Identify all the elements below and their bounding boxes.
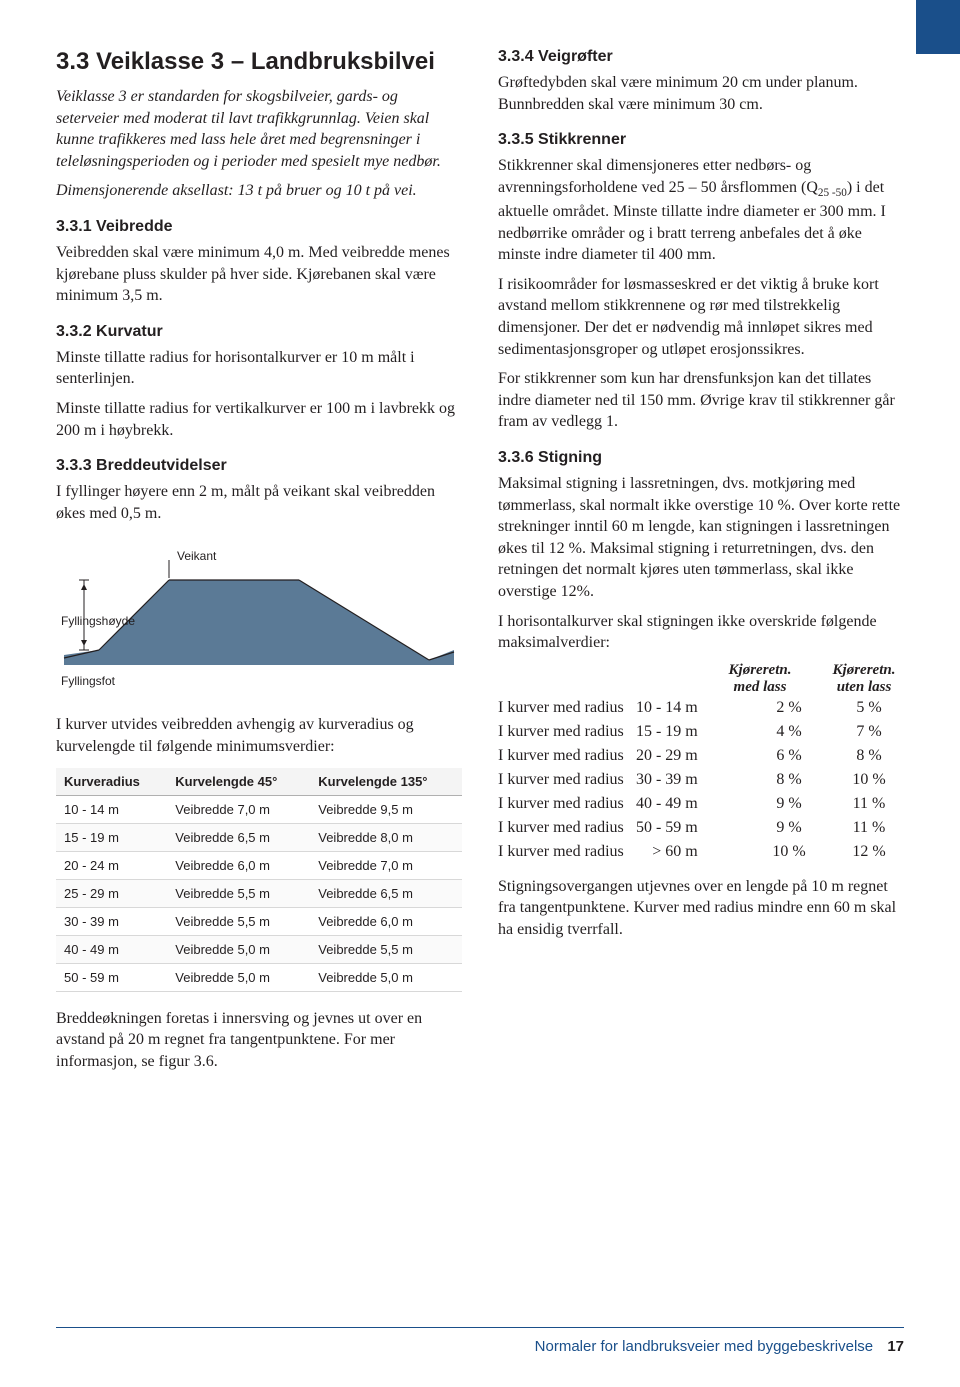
intro-paragraph: Veiklasse 3 er standarden for skogsbilve… [56,86,462,172]
diagram-label-fot: Fyllingsfot [61,674,116,688]
table-row: 10 - 14 mVeibredde 7,0 mVeibredde 9,5 m [56,795,462,823]
table-cell: Veibredde 5,5 m [167,879,310,907]
table-cell: Veibredde 7,0 m [310,851,462,879]
subsection-332-title: 3.3.2 Kurvatur [56,323,462,341]
fill-cross-section-diagram: Veikant Fyllingshøyde Fyllingsfot [56,540,462,690]
page-footer: Normaler for landbruksveier med byggebes… [56,1327,904,1355]
table-cell: Veibredde 5,0 m [167,963,310,991]
table-cell: Veibredde 5,0 m [167,935,310,963]
diagram-label-hoyde: Fyllingshøyde [61,614,135,628]
kurve-th-1: Kurvelengde 45° [167,768,310,796]
right-column: 3.3.4 Veigrøfter Grøftedybden skal være … [498,48,904,1080]
subsection-331-title: 3.3.1 Veibredde [56,218,462,236]
table-cell: Veibredde 5,0 m [310,963,462,991]
stigning-label: I kurver med radius > 60 m [498,840,744,864]
table-cell: Veibredde 6,5 m [310,879,462,907]
stigning-row: I kurver med radius 30 - 39 m8 %10 % [498,768,904,792]
stigning-header: Kjøreretn. med lass Kjøreretn. uten lass [498,662,904,696]
kurve-outro: Breddeøkningen foretas i innersving og j… [56,1008,462,1073]
content-columns: 3.3 Veiklasse 3 – Landbruksbilvei Veikla… [56,48,904,1080]
stigning-value-med-lass: 4 % [744,720,824,744]
kurve-table-header-row: Kurveradius Kurvelengde 45° Kurvelengde … [56,768,462,796]
left-column: 3.3 Veiklasse 3 – Landbruksbilvei Veikla… [56,48,462,1080]
subsection-336-body-3: Stigningsovergangen utjevnes over en len… [498,876,904,941]
subsection-336-body-1: Maksimal stigning i lassretningen, dvs. … [498,473,904,603]
table-cell: Veibredde 8,0 m [310,823,462,851]
kurve-th-2: Kurvelengde 135° [310,768,462,796]
stigning-row: I kurver med radius 40 - 49 m9 %11 % [498,792,904,816]
stigning-value-uten-lass: 11 % [824,816,904,840]
table-cell: Veibredde 7,0 m [167,795,310,823]
table-row: 15 - 19 mVeibredde 6,5 mVeibredde 8,0 m [56,823,462,851]
table-cell: Veibredde 5,5 m [167,907,310,935]
stigning-row: I kurver med radius 20 - 29 m6 %8 % [498,744,904,768]
kurve-intro: I kurver utvides veibredden avhengig av … [56,714,462,757]
subsection-333-body: I fyllinger høyere enn 2 m, målt på veik… [56,481,462,524]
footer-page-number: 17 [887,1338,904,1355]
section-title: 3.3 Veiklasse 3 – Landbruksbilvei [56,48,462,76]
stigning-value-uten-lass: 7 % [824,720,904,744]
stigning-value-med-lass: 9 % [744,816,824,840]
subsection-333-title: 3.3.3 Breddeutvidelser [56,457,462,475]
stigning-value-med-lass: 9 % [744,792,824,816]
stigning-label: I kurver med radius 30 - 39 m [498,768,744,792]
table-row: 25 - 29 mVeibredde 5,5 mVeibredde 6,5 m [56,879,462,907]
subsection-331-body: Veibredden skal være minimum 4,0 m. Med … [56,242,462,307]
table-cell: 40 - 49 m [56,935,167,963]
table-cell: Veibredde 6,0 m [310,907,462,935]
table-cell: Veibredde 6,5 m [167,823,310,851]
subsection-335-title: 3.3.5 Stikkrenner [498,131,904,149]
stigning-value-med-lass: 8 % [744,768,824,792]
page-tab [916,0,960,54]
stigning-label: I kurver med radius 20 - 29 m [498,744,744,768]
table-cell: 20 - 24 m [56,851,167,879]
subsection-336-body-2: I horisontalkurver skal stigningen ikke … [498,611,904,654]
stigning-row: I kurver med radius 15 - 19 m4 %7 % [498,720,904,744]
stigning-value-med-lass: 2 % [744,696,824,720]
table-cell: Veibredde 5,5 m [310,935,462,963]
table-row: 50 - 59 mVeibredde 5,0 mVeibredde 5,0 m [56,963,462,991]
stigning-label: I kurver med radius 40 - 49 m [498,792,744,816]
subsection-334-title: 3.3.4 Veigrøfter [498,48,904,66]
footer-text: Normaler for landbruksveier med byggebes… [535,1338,873,1355]
stigning-label: I kurver med radius 10 - 14 m [498,696,744,720]
stigning-value-uten-lass: 5 % [824,696,904,720]
stigning-header-1: Kjøreretn. med lass [720,662,800,696]
table-row: 20 - 24 mVeibredde 6,0 mVeibredde 7,0 m [56,851,462,879]
stigning-value-uten-lass: 12 % [824,840,904,864]
table-row: 30 - 39 mVeibredde 5,5 mVeibredde 6,0 m [56,907,462,935]
kurve-th-0: Kurveradius [56,768,167,796]
stigning-rows: I kurver med radius 10 - 14 m2 %5 %I kur… [498,696,904,864]
stigning-value-uten-lass: 11 % [824,792,904,816]
stigning-label: I kurver med radius 50 - 59 m [498,816,744,840]
table-cell: 25 - 29 m [56,879,167,907]
table-cell: Veibredde 9,5 m [310,795,462,823]
stigning-value-uten-lass: 10 % [824,768,904,792]
table-row: 40 - 49 mVeibredde 5,0 mVeibredde 5,5 m [56,935,462,963]
table-cell: 30 - 39 m [56,907,167,935]
kurve-table: Kurveradius Kurvelengde 45° Kurvelengde … [56,768,462,992]
stigning-value-med-lass: 6 % [744,744,824,768]
subsection-336-title: 3.3.6 Stigning [498,449,904,467]
stigning-row: I kurver med radius 10 - 14 m2 %5 % [498,696,904,720]
subsection-335-body-3: For stikkrenner som kun har drensfunksjo… [498,368,904,433]
subsection-335-body-1: Stikkrenner skal dimensjoneres etter ned… [498,155,904,266]
table-cell: 15 - 19 m [56,823,167,851]
table-cell: Veibredde 6,0 m [167,851,310,879]
intro-paragraph-2: Dimensjonerende aksellast: 13 t på bruer… [56,180,462,202]
stigning-value-med-lass: 10 % [744,840,824,864]
subsection-332-body-2: Minste tillatte radius for vertikalkurve… [56,398,462,441]
table-cell: 50 - 59 m [56,963,167,991]
stigning-row: I kurver med radius 50 - 59 m9 %11 % [498,816,904,840]
diagram-label-veikant: Veikant [177,549,217,563]
stigning-header-2: Kjøreretn. uten lass [824,662,904,696]
subsection-332-body-1: Minste tillatte radius for horisontalkur… [56,347,462,390]
stigning-row: I kurver med radius > 60 m10 %12 % [498,840,904,864]
subsection-334-body: Grøftedybden skal være minimum 20 cm und… [498,72,904,115]
stigning-label: I kurver med radius 15 - 19 m [498,720,744,744]
stigning-value-uten-lass: 8 % [824,744,904,768]
table-cell: 10 - 14 m [56,795,167,823]
subsection-335-body-2: I risikoområder for løsmasseskred er det… [498,274,904,360]
